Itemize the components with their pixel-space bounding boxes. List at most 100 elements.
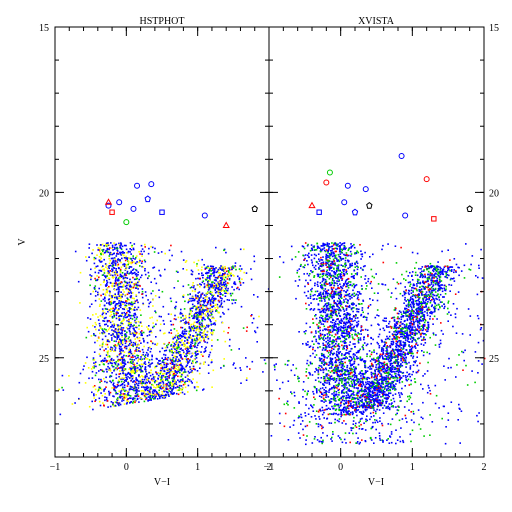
data-point (372, 253, 374, 256)
data-point (102, 274, 105, 276)
data-point (186, 336, 189, 339)
data-point (342, 373, 345, 375)
data-point (413, 332, 416, 335)
data-point (169, 387, 171, 390)
data-point (131, 292, 134, 294)
data-point (194, 327, 196, 330)
data-point (353, 382, 356, 385)
data-point (372, 421, 374, 424)
data-point (334, 264, 336, 266)
data-point (165, 366, 167, 369)
data-point (182, 330, 184, 332)
data-point (160, 370, 162, 373)
data-point (322, 297, 325, 299)
data-point (124, 272, 126, 275)
data-point (137, 288, 139, 290)
data-point (352, 370, 355, 373)
data-point (142, 376, 144, 378)
data-point (243, 248, 245, 251)
data-point (314, 282, 316, 285)
data-point (193, 358, 196, 361)
data-point (173, 336, 176, 339)
data-point (218, 290, 220, 292)
data-point (373, 292, 376, 294)
data-point (130, 361, 132, 363)
data-point (363, 422, 365, 424)
data-point (124, 342, 127, 345)
data-point (215, 283, 218, 286)
data-point (232, 265, 234, 268)
data-point (323, 243, 326, 245)
data-point (236, 287, 238, 290)
data-point (192, 286, 195, 289)
data-point (177, 393, 180, 396)
data-point (117, 341, 120, 343)
data-point (129, 331, 131, 333)
data-point (93, 367, 95, 369)
data-point (341, 382, 343, 384)
data-point (219, 291, 221, 294)
data-point (200, 294, 202, 297)
data-point (447, 268, 450, 271)
data-point (351, 296, 353, 299)
data-point (327, 304, 329, 307)
data-point (316, 323, 318, 326)
data-point (88, 256, 90, 258)
data-point (182, 371, 185, 374)
data-point (120, 325, 122, 328)
data-point (194, 355, 197, 357)
data-point (117, 267, 120, 269)
data-point (336, 345, 339, 347)
data-point (129, 296, 132, 298)
data-point (144, 392, 146, 395)
data-point (371, 385, 373, 387)
data-point (321, 309, 324, 312)
data-point (94, 374, 97, 377)
data-point (158, 315, 161, 318)
data-point (207, 364, 210, 366)
data-point (148, 331, 151, 333)
data-point (101, 274, 104, 276)
data-point (200, 351, 202, 353)
data-point (341, 332, 343, 334)
data-point (104, 296, 106, 299)
data-point (353, 416, 355, 419)
data-point (118, 404, 120, 407)
data-point (108, 271, 110, 274)
data-point (164, 362, 166, 364)
data-point (156, 373, 158, 375)
data-point (325, 394, 328, 396)
data-point (297, 377, 299, 380)
data-point (124, 306, 127, 308)
data-point (405, 270, 408, 273)
data-point (161, 380, 164, 383)
data-point (359, 418, 362, 420)
data-point (173, 367, 176, 369)
data-point (95, 365, 97, 368)
data-point (319, 329, 321, 332)
data-point (107, 277, 110, 279)
data-point (134, 381, 137, 383)
data-point (78, 381, 81, 384)
data-point (192, 378, 194, 380)
data-point (213, 282, 216, 284)
data-point (122, 378, 124, 381)
data-point (112, 395, 114, 397)
data-point (104, 388, 106, 390)
data-point (200, 293, 203, 296)
data-point (208, 324, 210, 327)
data-point (99, 283, 102, 286)
data-point (395, 359, 397, 361)
data-point (107, 350, 110, 352)
data-point (191, 352, 194, 355)
data-point (181, 332, 184, 335)
data-point (351, 413, 354, 416)
data-point (97, 291, 99, 294)
data-point (103, 311, 106, 314)
data-point (208, 286, 210, 289)
data-point (128, 329, 131, 332)
data-point (178, 336, 180, 339)
data-point (136, 379, 139, 382)
data-point (139, 309, 142, 311)
data-point (208, 355, 210, 358)
